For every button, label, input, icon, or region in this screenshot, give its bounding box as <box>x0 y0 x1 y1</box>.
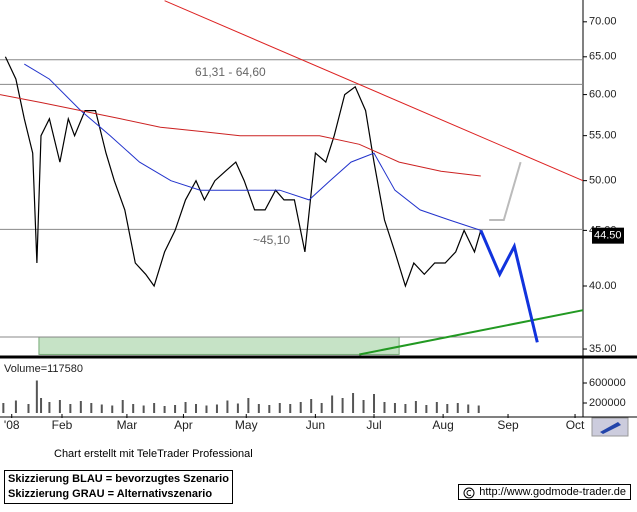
x-tick-label: Sep <box>497 418 519 432</box>
volume-bar <box>446 404 449 413</box>
credit: Chart erstellt mit TeleTrader Profession… <box>54 448 253 460</box>
legend-text: Skizzierung GRAU = Alternativszenario <box>8 488 213 500</box>
volume-bar <box>153 403 156 413</box>
volume-bar <box>142 405 145 413</box>
y-tick-label: 55.00 <box>589 130 617 142</box>
pencil-icon <box>600 422 621 434</box>
background <box>0 0 637 440</box>
volume-bar <box>362 400 365 413</box>
legend-text: Skizzierung BLAU = bevorzugtes Szenario <box>8 473 229 485</box>
volume-bar <box>40 398 43 413</box>
annotation: 61,31 - 64,60 <box>195 65 266 79</box>
price-badge <box>592 227 624 244</box>
legend-box: Skizzierung BLAU = bevorzugtes Szenario … <box>4 470 233 504</box>
annotation: ~45,10 <box>253 233 290 247</box>
volume-bar <box>257 404 260 413</box>
volume-bar <box>289 404 292 413</box>
volume-bar <box>341 398 344 413</box>
volume-bar <box>425 405 428 413</box>
volume-bar <box>278 403 281 413</box>
y-tick-label: 35.00 <box>589 343 617 355</box>
volume-bar <box>320 403 323 413</box>
series-line <box>359 309 584 356</box>
y-tick-label: 60.00 <box>589 88 617 100</box>
volume-bar <box>393 403 396 413</box>
volume-bar <box>69 404 72 413</box>
volume-bar <box>184 402 187 413</box>
x-tick-label: Mar <box>117 418 138 432</box>
series-line <box>164 0 584 182</box>
volume-bar <box>79 401 82 413</box>
x-tick-label: Aug <box>432 418 453 432</box>
volume-bar <box>226 400 229 413</box>
volume-bar <box>100 404 103 413</box>
y-tick-label: 40.00 <box>589 280 617 292</box>
series-line <box>489 161 522 221</box>
support-zone <box>38 336 400 355</box>
price-badge-label: 44.50 <box>594 230 622 242</box>
y-tick-label: 65.00 <box>589 51 617 63</box>
volume-bar <box>163 406 166 413</box>
x-tick-label: Apr <box>174 418 193 432</box>
volume-bar <box>268 405 271 413</box>
y-tick-label: 70.00 <box>589 16 617 28</box>
y-tick-label: 50.00 <box>589 175 617 187</box>
volume-bar <box>121 400 124 413</box>
volume-label: Volume=117580 <box>4 363 83 375</box>
volume-bar <box>58 400 61 413</box>
series-line <box>24 63 481 231</box>
volume-tick-label: 600000 <box>589 377 626 389</box>
x-tick-label: May <box>235 418 258 432</box>
copyright-icon <box>463 487 475 499</box>
x-tick-label: Jun <box>306 418 325 432</box>
series-line <box>4 56 482 288</box>
volume-bar <box>247 398 250 413</box>
volume-bar <box>205 405 208 413</box>
volume-bar <box>404 404 407 413</box>
volume-bar <box>383 402 386 413</box>
volume-bar <box>414 401 417 413</box>
url[interactable]: http://www.godmode-trader.de <box>479 486 626 498</box>
x-tick-label: Oct <box>566 418 585 432</box>
x-tick-label: Feb <box>52 418 73 432</box>
volume-bar <box>299 402 302 413</box>
volume-bar <box>27 404 30 413</box>
volume-bar <box>331 395 334 413</box>
volume-bar <box>477 405 480 413</box>
volume-bar <box>14 400 17 413</box>
url-box[interactable]: http://www.godmode-trader.de <box>458 484 631 500</box>
volume-bar <box>352 393 355 413</box>
volume-bar <box>373 394 376 413</box>
volume-tick-label: 200000 <box>589 397 626 409</box>
chart: 61,31 - 64,60 ~45,10 Volume=117580 35.00… <box>0 0 637 440</box>
series-line <box>0 94 481 177</box>
volume-bar <box>435 402 438 413</box>
volume-bar <box>236 403 239 413</box>
volume-bar <box>111 405 114 413</box>
volume-bar <box>35 380 38 413</box>
volume-bar <box>215 404 218 413</box>
volume-bar <box>2 403 5 413</box>
volume-bar <box>456 403 459 413</box>
volume-bar <box>48 402 51 413</box>
volume-bar <box>174 405 177 413</box>
volume-bar <box>132 404 135 413</box>
x-tick-label: Jul <box>366 418 381 432</box>
x-tick-label: '08 <box>4 418 20 432</box>
volume-bar <box>310 399 313 413</box>
volume-bar <box>90 403 93 413</box>
volume-bar <box>195 404 198 413</box>
volume-bar <box>467 404 470 413</box>
series-line <box>479 229 539 343</box>
